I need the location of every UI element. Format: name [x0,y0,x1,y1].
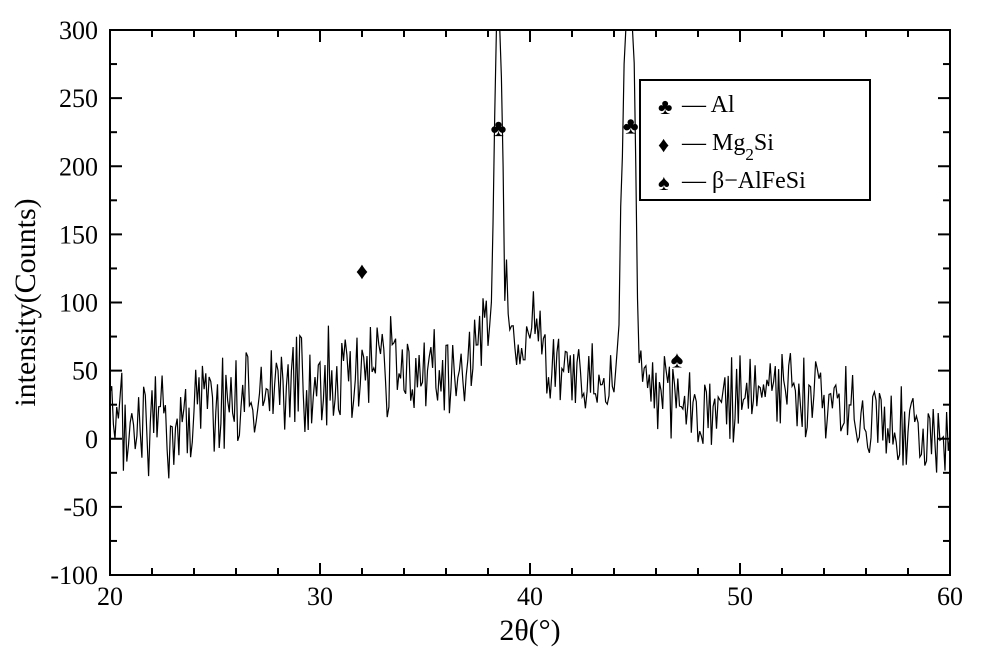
svg-text:-50: -50 [63,493,98,522]
svg-text:-100: -100 [50,561,98,590]
phase-marker-diamond: ♦ [356,259,368,285]
svg-text:250: 250 [59,84,98,113]
svg-text:60: 60 [937,582,963,611]
legend-symbol: ♦ [658,132,669,157]
legend-label: — Al [681,92,735,118]
svg-text:200: 200 [59,152,98,181]
chart-svg: 20 30 40 50 60 -100 -50 0 50 100 150 200 250 300 2θ(°)… [0,0,1000,663]
phase-marker-club: ♣ [491,116,507,142]
svg-text:50: 50 [727,582,753,611]
svg-text:30: 30 [307,582,333,611]
legend-symbol: ♠ [658,170,670,195]
phase-marker-spade: ♠ [671,348,684,374]
legend-label: — β−AlFeSi [681,168,806,194]
y-axis-label: intensity(Counts) [9,198,42,406]
svg-text:300: 300 [59,16,98,45]
svg-text:50: 50 [72,357,98,386]
svg-text:100: 100 [59,289,98,318]
svg-text:40: 40 [517,582,543,611]
svg-text:20: 20 [97,582,123,611]
xrd-chart: 20 30 40 50 60 -100 -50 0 50 100 150 200 250 300 2θ(°)… [0,0,1000,663]
svg-text:150: 150 [59,220,98,249]
phase-marker-club: ♣ [623,113,639,139]
x-axis-label: 2θ(°) [499,614,560,647]
legend-symbol: ♣ [658,94,672,119]
svg-text:0: 0 [85,425,98,454]
